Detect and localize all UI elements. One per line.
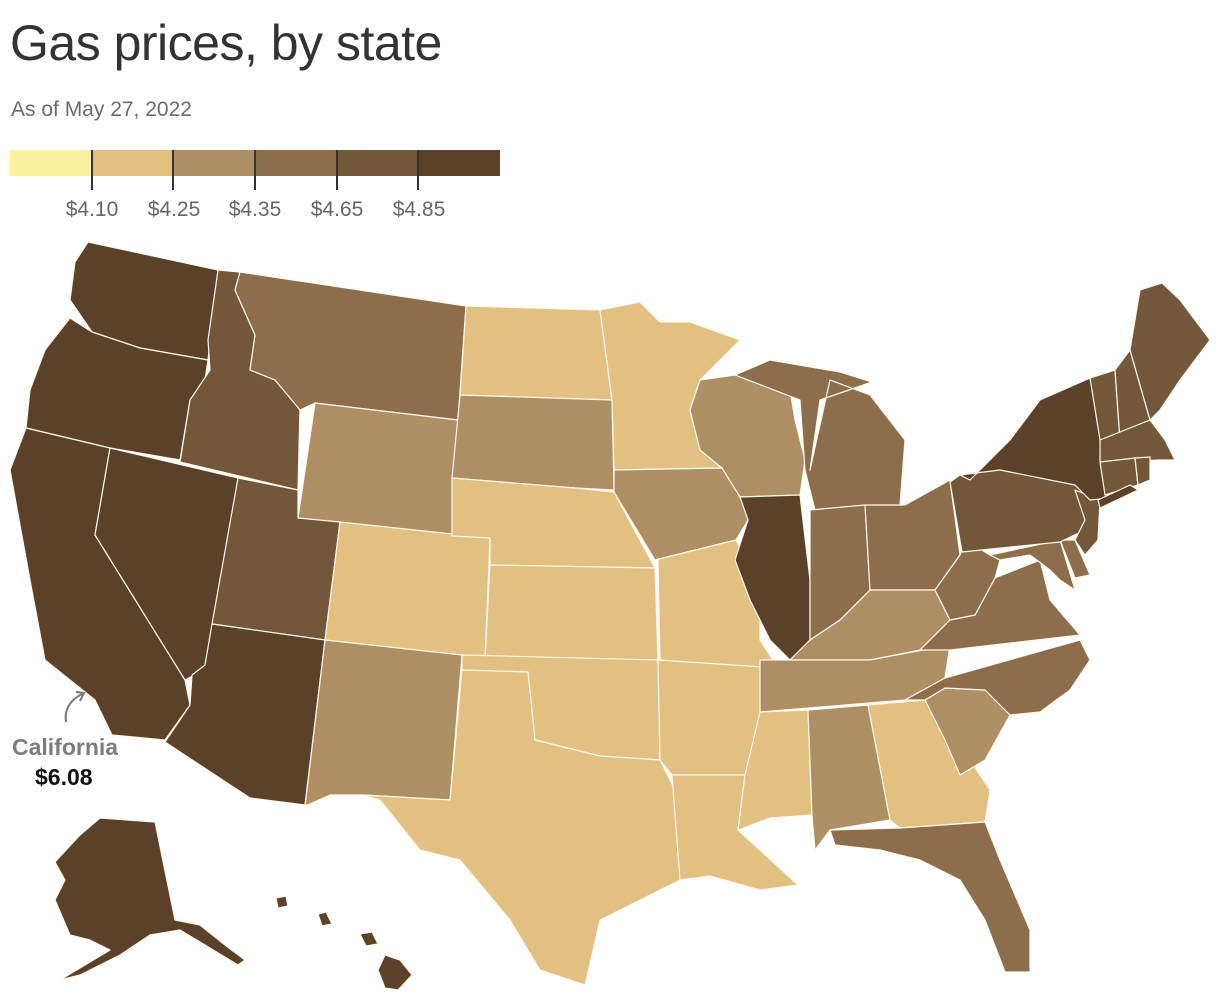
legend-swatch-1: [10, 150, 92, 176]
state-me[interactable]: [1129, 282, 1211, 421]
curved-arrow-icon: [64, 693, 83, 723]
color-legend: [10, 150, 501, 176]
state-de[interactable]: [1059, 539, 1091, 579]
legend-ticks: [10, 150, 500, 190]
legend-tick: [417, 150, 420, 190]
state-mi[interactable]: [734, 359, 906, 511]
state-fl[interactable]: [829, 821, 1031, 973]
legend-swatch-5: [336, 150, 419, 176]
state-hi-kauai[interactable]: [275, 895, 289, 909]
state-hi[interactable]: [377, 954, 413, 991]
legend-swatch-6: [418, 150, 501, 176]
legend-tick: [335, 150, 338, 190]
legend-swatch-3: [173, 150, 256, 176]
legend-tick: [172, 150, 175, 190]
state-il[interactable]: [734, 494, 811, 661]
state-ak[interactable]: [54, 817, 246, 981]
legend-swatch-4: [255, 150, 337, 176]
state-co[interactable]: [324, 521, 491, 661]
page-title: Gas prices, by state: [10, 15, 442, 71]
subtitle-date: As of May 27, 2022: [11, 98, 192, 121]
state-nd[interactable]: [459, 305, 613, 401]
legend-label: $4.25: [147, 198, 201, 221]
annotation-state-name: California: [12, 734, 119, 760]
state-layer: [9, 241, 1211, 991]
state-ri[interactable]: [1134, 456, 1151, 486]
state-hi-oahu[interactable]: [317, 911, 333, 927]
legend-label: $4.65: [310, 198, 364, 221]
legend-swatch-2: [91, 150, 174, 176]
state-hi-maui[interactable]: [359, 931, 379, 947]
state-nc[interactable]: [904, 639, 1091, 716]
legend-tick: [90, 150, 93, 190]
state-nm[interactable]: [304, 639, 463, 807]
state-tx[interactable]: [362, 669, 681, 986]
legend-tick: [254, 150, 256, 190]
state-sd[interactable]: [451, 394, 615, 491]
state-ny-longisland[interactable]: [1097, 484, 1139, 509]
arrow-head-icon: [75, 691, 86, 702]
annotation-state-value: $6.08: [35, 764, 93, 790]
state-md[interactable]: [989, 539, 1076, 591]
state-ks[interactable]: [484, 564, 659, 661]
legend-label: $4.35: [228, 198, 282, 221]
state-wy[interactable]: [297, 402, 459, 537]
legend-label: $4.10: [65, 198, 119, 221]
legend-label: $4.85: [392, 198, 446, 221]
